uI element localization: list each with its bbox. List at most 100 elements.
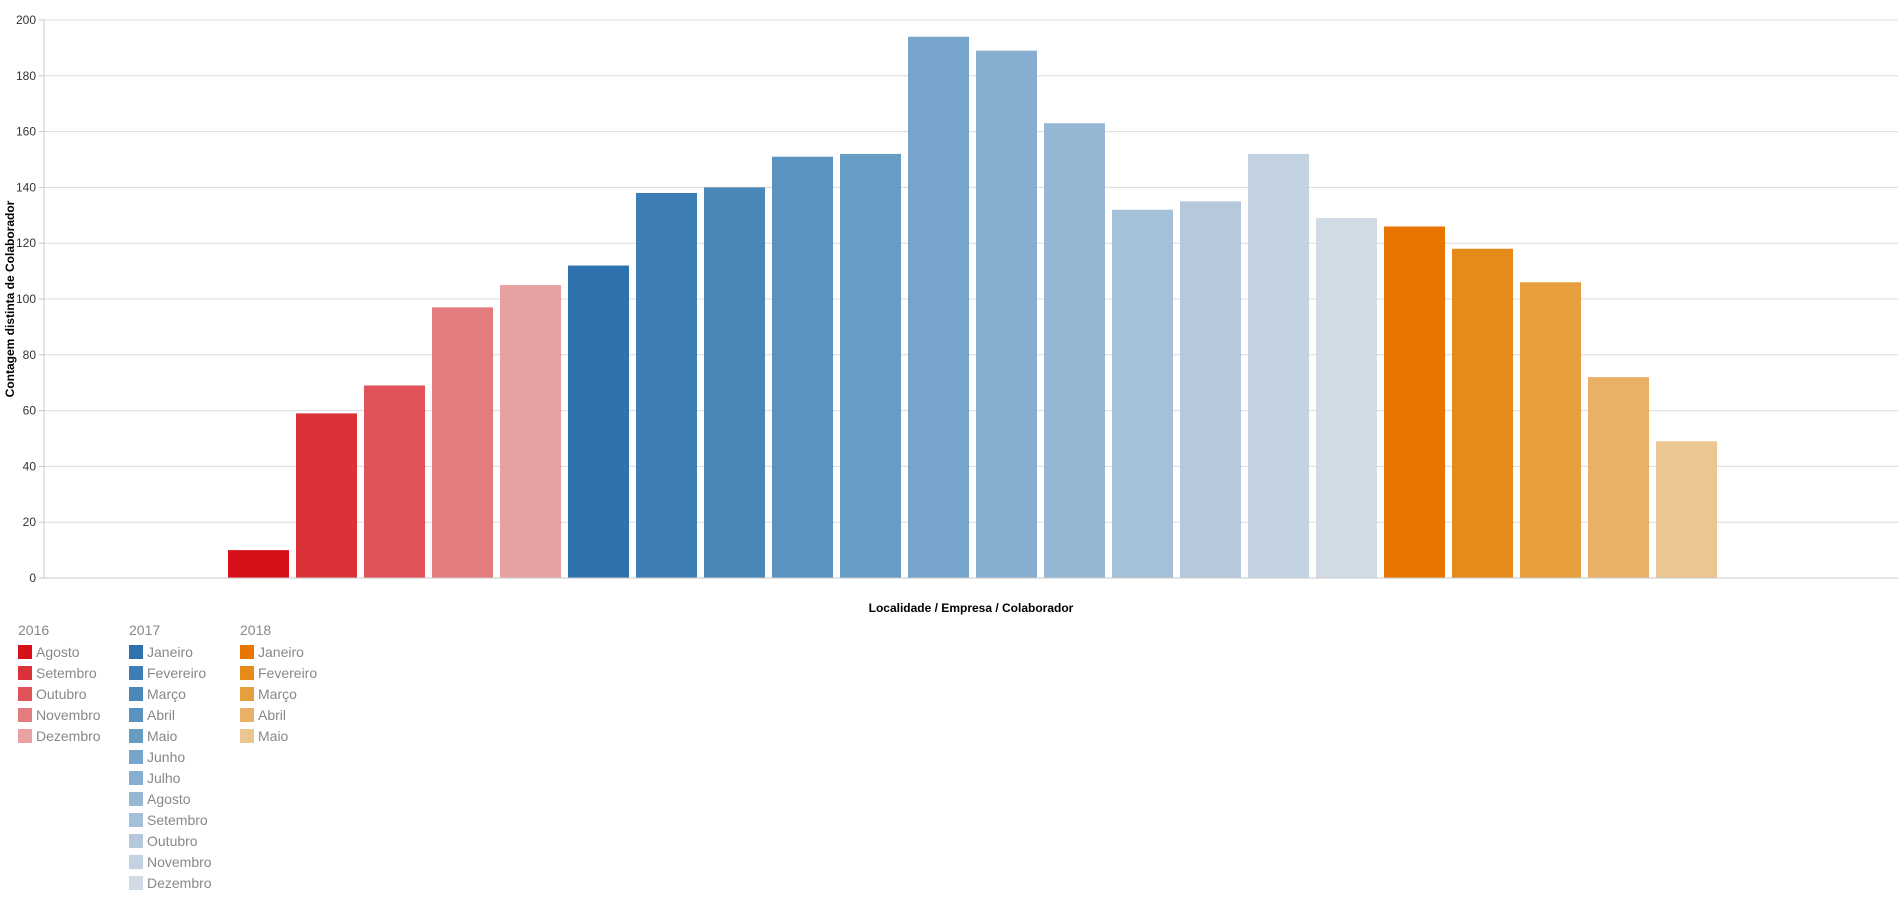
bar-chart: 0 20 40 60 80 100 120 140 160 180 200 Contagem dis…	[3, 13, 1898, 615]
bar-2016-setembro[interactable]	[296, 413, 357, 578]
legend-swatch	[18, 686, 32, 701]
bar-2018-abril[interactable]	[1588, 377, 1649, 578]
y-tick-label: 20	[23, 515, 37, 529]
bar-2016-outubro[interactable]	[364, 385, 425, 578]
legend-year-label: 2016	[18, 622, 50, 638]
bar-2017-maio[interactable]	[840, 153, 901, 579]
legend-group-2017: 2017 Janeiro Fevereiro Março Abril Maio Junho J…	[129, 620, 240, 893]
legend-label: Outubro	[36, 685, 87, 702]
legend-item[interactable]: Agosto	[18, 641, 129, 662]
legend-label: Abril	[147, 706, 176, 723]
legend-swatch	[129, 770, 143, 785]
legend-swatch	[129, 728, 143, 743]
legend-item[interactable]: Abril	[240, 704, 351, 725]
bar-2017-fevereiro[interactable]	[636, 192, 697, 579]
y-tick-label: 40	[23, 459, 37, 473]
legend-swatch	[18, 728, 32, 743]
bar-2017-novembro[interactable]	[1248, 153, 1309, 579]
bar-2016-agosto[interactable]	[228, 550, 289, 578]
bar-2017-agosto[interactable]	[1044, 123, 1105, 578]
y-tick-label: 180	[16, 69, 36, 83]
legend-swatch	[18, 644, 32, 659]
legend-swatch	[129, 833, 143, 848]
bars	[228, 36, 1717, 579]
y-axis-title: Contagem distinta de Colaborador	[3, 200, 17, 397]
y-tick-label: 160	[16, 125, 36, 139]
legend-label: Março	[258, 685, 297, 702]
legend-label: Novembro	[147, 853, 212, 870]
legend-swatch	[18, 665, 32, 680]
bar-2017-julho[interactable]	[976, 50, 1037, 578]
legend-swatch	[240, 644, 254, 659]
legend-label: Dezembro	[147, 874, 212, 891]
legend-item[interactable]: Novembro	[129, 851, 240, 872]
legend-label: Outubro	[147, 832, 198, 849]
legend-label: Janeiro	[258, 643, 304, 660]
legend-item[interactable]: Outubro	[129, 830, 240, 851]
legend-item[interactable]: Agosto	[129, 788, 240, 809]
bar-2018-fevereiro[interactable]	[1452, 248, 1513, 578]
y-tick-label: 60	[23, 404, 37, 418]
bar-2017-abril[interactable]	[772, 156, 833, 578]
bar-2017-junho[interactable]	[908, 36, 969, 579]
legend-swatch	[240, 707, 254, 722]
legend-item[interactable]: Dezembro	[129, 872, 240, 893]
bar-2016-novembro[interactable]	[432, 307, 493, 578]
y-tick-label: 80	[23, 348, 37, 362]
legend-item[interactable]: Janeiro	[240, 641, 351, 662]
legend-item[interactable]: Maio	[240, 725, 351, 746]
y-axis-ticks: 0 20 40 60 80 100 120 140 160 180 200	[16, 13, 45, 585]
legend-swatch	[129, 875, 143, 890]
legend-item[interactable]: Novembro	[18, 704, 129, 725]
legend-label: Agosto	[36, 643, 80, 660]
legend-item[interactable]: Abril	[129, 704, 240, 725]
legend-swatch	[129, 749, 143, 764]
legend-item[interactable]: Janeiro	[129, 641, 240, 662]
legend-item[interactable]: Maio	[129, 725, 240, 746]
bar-2017-janeiro[interactable]	[568, 265, 629, 578]
x-axis-title: Localidade / Empresa / Colaborador	[869, 601, 1074, 615]
legend: 2016 Agosto Setembro Outubro Novembro Dezembr…	[18, 620, 351, 893]
bar-2017-outubro[interactable]	[1180, 201, 1241, 578]
legend-group-2016: 2016 Agosto Setembro Outubro Novembro Dezembr…	[18, 620, 129, 893]
legend-swatch	[129, 854, 143, 869]
legend-item[interactable]: Outubro	[18, 683, 129, 704]
legend-item[interactable]: Fevereiro	[129, 662, 240, 683]
legend-item[interactable]: Setembro	[129, 809, 240, 830]
legend-swatch	[240, 665, 254, 680]
legend-item[interactable]: Março	[240, 683, 351, 704]
bar-2017-dezembro[interactable]	[1316, 218, 1377, 578]
legend-swatch	[129, 686, 143, 701]
legend-swatch	[240, 728, 254, 743]
legend-group-2018: 2018 Janeiro Fevereiro Março Abril Maio	[240, 620, 351, 893]
legend-item[interactable]: Setembro	[18, 662, 129, 683]
y-tick-label: 140	[16, 180, 36, 194]
legend-label: Maio	[258, 727, 289, 744]
bar-2018-maio[interactable]	[1656, 441, 1717, 578]
legend-label: Maio	[147, 727, 178, 744]
legend-label: Abril	[258, 706, 287, 723]
legend-swatch	[129, 644, 143, 659]
legend-item[interactable]: Julho	[129, 767, 240, 788]
legend-label: Novembro	[36, 706, 101, 723]
legend-label: Junho	[147, 748, 186, 765]
bar-2018-março[interactable]	[1520, 282, 1581, 578]
legend-label: Julho	[147, 769, 181, 786]
legend-swatch	[129, 707, 143, 722]
legend-item[interactable]: Fevereiro	[240, 662, 351, 683]
legend-item[interactable]: Dezembro	[18, 725, 129, 746]
legend-year-label: 2017	[129, 622, 161, 638]
bar-2017-setembro[interactable]	[1112, 209, 1173, 578]
bar-2016-dezembro[interactable]	[500, 285, 561, 578]
legend-item[interactable]: Março	[129, 683, 240, 704]
legend-swatch	[240, 686, 254, 701]
legend-label: Dezembro	[36, 727, 101, 744]
legend-label: Fevereiro	[258, 664, 318, 681]
bar-2018-janeiro[interactable]	[1384, 226, 1445, 578]
legend-label: Janeiro	[147, 643, 193, 660]
legend-item[interactable]: Junho	[129, 746, 240, 767]
legend-label: Fevereiro	[147, 664, 207, 681]
y-tick-label: 100	[16, 292, 36, 306]
bar-2017-março[interactable]	[704, 187, 765, 578]
y-tick-label: 120	[16, 236, 36, 250]
